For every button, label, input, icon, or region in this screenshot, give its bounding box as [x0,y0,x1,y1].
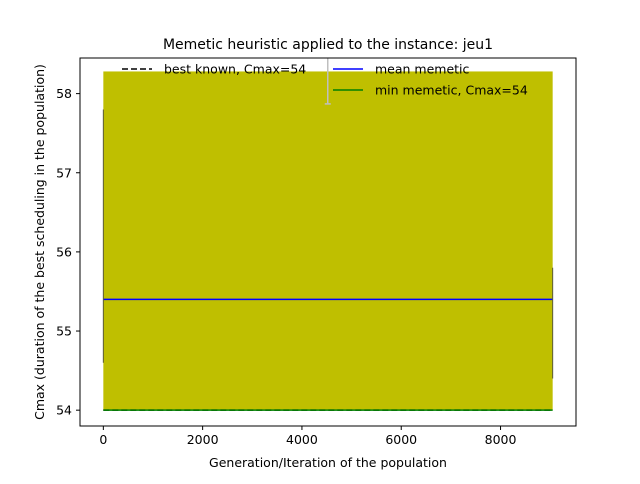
x-tick-label: 2000 [187,432,219,447]
x-tick-label: 0 [99,432,107,447]
y-tick-label: 58 [56,86,72,101]
x-tick-label: 4000 [286,432,318,447]
x-tick-label: 8000 [485,432,517,447]
axes-frame [79,57,577,427]
legend-label: min memetic, Cmax=54 [375,83,528,98]
y-tick-label: 56 [56,244,72,259]
y-tick-label: 54 [56,403,72,418]
error-band [103,71,553,411]
chart-title: Memetic heuristic applied to the instanc… [163,37,493,53]
legend-label: mean memetic [375,62,470,77]
y-axis-label: Cmax (duration of the best scheduling in… [32,64,47,420]
axes: 0 2000 4000 6000 8000 54 55 56 57 58 [56,57,577,447]
y-tick-label: 55 [56,324,72,339]
y-tick-label: 57 [56,165,72,180]
x-axis-label: Generation/Iteration of the population [209,455,447,470]
x-tick-label: 6000 [385,432,417,447]
legend: best known, Cmax=54 mean memetic min memet… [122,62,528,98]
legend-label: best known, Cmax=54 [164,62,306,77]
plot-area [102,58,554,411]
